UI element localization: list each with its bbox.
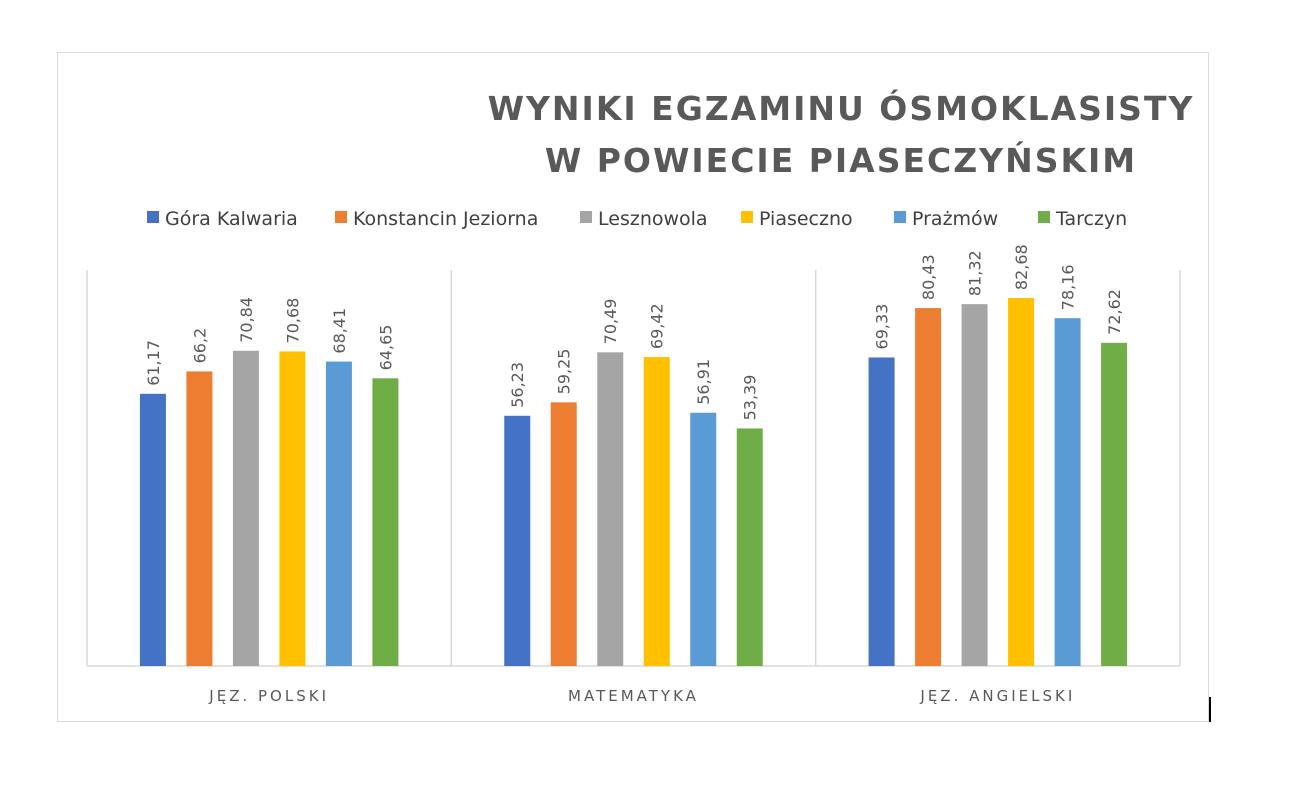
data-label-gora-kalwaria-jez-polski: 61,17	[144, 340, 163, 386]
bar-prazmow-matematyka	[690, 412, 717, 666]
legend-swatch-piaseczno	[741, 211, 753, 223]
legend-swatch-tarczyn	[1038, 211, 1050, 223]
legend-swatch-gora-kalwaria	[147, 211, 159, 223]
bar-tarczyn-matematyka	[736, 428, 763, 666]
bar-prazmow-jez-polski	[325, 361, 352, 666]
data-label-tarczyn-matematyka: 53,39	[741, 375, 760, 421]
data-label-konstancin-jeziorna-jez-polski: 66,2	[190, 328, 209, 364]
bar-prazmow-jez-angielski	[1054, 318, 1081, 666]
legend-swatch-prazmow	[894, 211, 906, 223]
data-label-tarczyn-jez-angielski: 72,62	[1105, 289, 1124, 335]
data-label-piaseczno-jez-angielski: 82,68	[1012, 244, 1031, 290]
category-label-jez-angielski: JĘZ. ANGIELSKI	[919, 687, 1075, 705]
legend-label-tarczyn: Tarczyn	[1055, 208, 1127, 230]
data-label-gora-kalwaria-jez-angielski: 69,33	[873, 304, 892, 350]
chart-title: WYNIKI EGZAMINU ÓSMOKLASISTY	[488, 88, 1195, 128]
data-label-prazmow-matematyka: 56,91	[694, 359, 713, 405]
bar-konstancin-jeziorna-jez-polski	[186, 371, 213, 666]
legend-label-prazmow: Prażmów	[912, 208, 998, 230]
cursor-tick	[1209, 697, 1211, 722]
data-label-prazmow-jez-angielski: 78,16	[1059, 264, 1078, 310]
legend-label-lesznowola: Lesznowola	[598, 208, 708, 230]
bar-piaseczno-matematyka	[643, 357, 670, 666]
data-label-piaseczno-jez-polski: 70,68	[283, 298, 302, 344]
data-label-lesznowola-jez-polski: 70,84	[237, 297, 256, 343]
legend: Góra Kalwaria Konstancin Jeziorna Lesznowo…	[147, 208, 1127, 230]
bar-konstancin-jeziorna-jez-angielski	[915, 308, 942, 666]
bar-tarczyn-jez-angielski	[1101, 342, 1128, 666]
data-label-piaseczno-matematyka: 69,42	[648, 303, 667, 349]
bar-lesznowola-matematyka	[597, 352, 624, 666]
bar-lesznowola-jez-polski	[232, 350, 259, 666]
category-labels: JĘZ. POLSKI MATEMATYKA JĘZ. ANGIELSKI	[208, 687, 1075, 705]
data-label-prazmow-jez-polski: 68,41	[330, 308, 349, 354]
data-labels: 61,17 66,2 70,84 70,68 68,41 64,65 56,23 59,25 7…	[144, 244, 1124, 420]
data-label-konstancin-jeziorna-jez-angielski: 80,43	[919, 254, 938, 300]
bar-gora-kalwaria-jez-angielski	[868, 357, 895, 666]
bar-gora-kalwaria-jez-polski	[139, 393, 166, 666]
legend-swatch-konstancin-jeziorna	[335, 211, 347, 223]
data-label-lesznowola-jez-angielski: 81,32	[966, 250, 985, 296]
bar-piaseczno-jez-angielski	[1008, 298, 1035, 666]
data-label-konstancin-jeziorna-matematyka: 59,25	[555, 349, 574, 395]
legend-swatch-lesznowola	[580, 211, 592, 223]
bar-piaseczno-jez-polski	[279, 351, 306, 666]
category-label-jez-polski: JĘZ. POLSKI	[208, 687, 329, 705]
category-label-matematyka: MATEMATYKA	[568, 687, 699, 705]
data-label-tarczyn-jez-polski: 64,65	[376, 324, 395, 370]
legend-label-piaseczno: Piaseczno	[759, 208, 853, 230]
data-label-gora-kalwaria-matematyka: 56,23	[508, 362, 527, 408]
bar-konstancin-jeziorna-matematyka	[550, 402, 577, 666]
data-label-lesznowola-matematyka: 70,49	[601, 299, 620, 345]
bar-tarczyn-jez-polski	[372, 378, 399, 666]
bar-gora-kalwaria-matematyka	[504, 415, 531, 666]
chart-subtitle: W POWIECIE PIASECZYŃSKIM	[545, 140, 1137, 180]
legend-label-konstancin-jeziorna: Konstancin Jeziorna	[353, 208, 538, 230]
legend-label-gora-kalwaria: Góra Kalwaria	[165, 208, 298, 230]
axes	[86, 270, 1181, 667]
bar-lesznowola-jez-angielski	[961, 304, 988, 666]
bars	[139, 298, 1128, 666]
